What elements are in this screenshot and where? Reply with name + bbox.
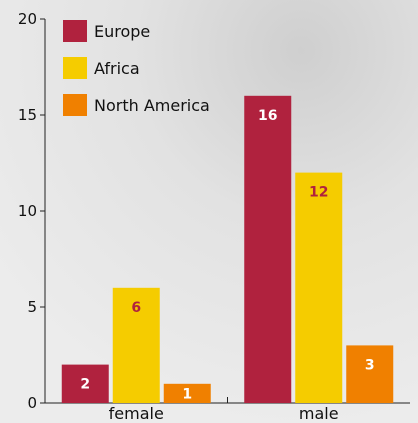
data-label: 1 xyxy=(182,386,192,402)
data-labels: 2 6 1 16 12 3 xyxy=(80,108,374,403)
axes: 0 5 10 15 20 female male xyxy=(18,10,410,423)
legend: Europe Africa North America xyxy=(63,20,210,116)
legend-swatch xyxy=(63,20,87,42)
x-tick-label: male xyxy=(299,404,339,423)
bar xyxy=(244,95,292,404)
y-tick-label: 0 xyxy=(27,394,37,412)
data-label: 12 xyxy=(309,185,328,201)
legend-swatch xyxy=(63,94,87,116)
bar xyxy=(295,172,343,403)
bar xyxy=(112,287,160,403)
data-label: 16 xyxy=(258,108,277,124)
legend-swatch xyxy=(63,57,87,79)
y-tick-label: 5 xyxy=(27,298,37,316)
bar xyxy=(346,345,394,403)
data-label: 2 xyxy=(80,377,90,393)
legend-label: Europe xyxy=(94,22,150,41)
x-tick-label: female xyxy=(109,404,164,423)
y-tick-label: 10 xyxy=(18,202,37,220)
legend-label: North America xyxy=(94,96,210,115)
y-tick-label: 20 xyxy=(18,10,37,28)
data-label: 6 xyxy=(131,300,141,316)
bar xyxy=(61,364,109,403)
y-tick-label: 15 xyxy=(18,106,37,124)
legend-label: Africa xyxy=(94,59,140,78)
bar xyxy=(163,383,211,403)
data-label: 3 xyxy=(365,357,375,373)
bar-series xyxy=(61,95,394,404)
